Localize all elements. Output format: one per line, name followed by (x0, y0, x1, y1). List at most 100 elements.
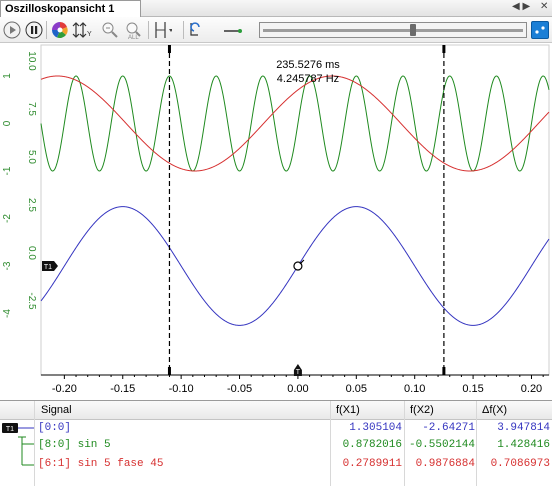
zoom-all-icon: ALL (126, 22, 141, 39)
table-row[interactable]: [8:0] sin 5 0.8782016 -0.5502144 1.42841… (0, 438, 552, 454)
y-tick-label-green: -2 (2, 214, 13, 223)
period-readout: 235.5276 ms (276, 59, 340, 71)
row-fx2: -2.64271 (422, 422, 475, 434)
series-line (40, 75, 550, 172)
column-divider (476, 401, 477, 486)
play-icon (3, 21, 21, 39)
y-axis-green: 1 0 -1 -2 -3 -4 (2, 73, 13, 318)
color-wheel-icon (51, 22, 68, 38)
y-tick-label-blue: 5.0 (26, 150, 37, 164)
zoom-all-button[interactable]: ALL (124, 20, 144, 40)
time-slider[interactable] (259, 22, 527, 38)
x-tick-label: -0.05 (227, 383, 252, 395)
svg-text:Y: Y (87, 31, 92, 38)
y-tick-label-green: -1 (2, 166, 13, 175)
frequency-readout: 4.245787 Hz (277, 73, 339, 85)
y-tick-label-green: 0 (2, 120, 13, 126)
cursor-button[interactable] (152, 20, 172, 40)
x-tick-label: -0.15 (110, 383, 135, 395)
oscilloscope-plot[interactable]: 10-1-2-3-4 10.07.55.02.50.0-2.5 -0.20 -0.… (0, 43, 552, 400)
settings-button[interactable] (531, 21, 549, 39)
row-badge-label: T1 (6, 426, 14, 433)
row-tree-lines: T1 (2, 423, 34, 466)
table-header: Signal f(X1) f(X2) Δf(X) (0, 401, 552, 420)
line-style-icon (224, 29, 242, 33)
pause-button[interactable] (24, 20, 44, 40)
x-tick-label: 0.15 (462, 383, 483, 395)
y-tick-label-blue: -2.5 (26, 292, 37, 310)
dots-icon (535, 26, 545, 34)
x-tick-label: -0.20 (52, 383, 77, 395)
toolbar-separator (46, 21, 47, 39)
y-tick-label-green: -3 (2, 261, 13, 270)
row-fx1: 1.305104 (349, 422, 402, 434)
zoom-out-icon (102, 22, 118, 38)
plot-markers[interactable]: T T1 (42, 259, 305, 376)
pause-icon (25, 21, 43, 39)
slider-rail (263, 29, 523, 32)
trigger-button[interactable] (188, 20, 208, 40)
y-tick-label-blue: 7.5 (26, 102, 37, 116)
x-tick-label: -0.10 (169, 383, 194, 395)
y-tick-label-blue: 2.5 (26, 198, 37, 212)
tab-nav-arrows-icon[interactable]: ◀ ▶ (512, 1, 531, 12)
plot-series (40, 75, 550, 326)
zoom-out-button[interactable] (100, 20, 120, 40)
column-divider (404, 401, 405, 486)
tab-title: Oszilloskopansicht 1 (5, 3, 115, 15)
column-divider (330, 401, 331, 486)
y-tick-label-green: -4 (2, 309, 13, 318)
y-axis-blue: 10.0 7.5 5.0 2.5 0.0 -2.5 (26, 51, 37, 310)
row-badge (2, 423, 18, 433)
trigger-point-pointer (299, 259, 305, 265)
trigger-level-label: T1 (44, 264, 52, 271)
x-axis: -0.20 -0.15 -0.10 -0.05 0.00 0.05 0.10 0.15 0.20 (41, 374, 549, 395)
table-row[interactable]: [0:0] 1.305104 -2.64271 3.947814 (0, 421, 552, 437)
row-dfx: 3.947814 (497, 422, 550, 434)
play-button[interactable] (2, 20, 22, 40)
x-tick-label: 0.05 (346, 383, 367, 395)
col-dfx[interactable]: Δf(X) (482, 404, 508, 416)
trigger-position-marker[interactable] (293, 364, 302, 376)
tab-oszilloskopansicht[interactable]: Oszilloskopansicht 1 (0, 0, 141, 17)
row-fx1: 0.8782016 (342, 439, 402, 451)
cursor-icon (155, 22, 172, 38)
trigger-icon (190, 22, 200, 36)
cursor-handle-top[interactable] (442, 45, 446, 53)
trigger-level-marker[interactable] (42, 261, 58, 271)
x-tick-label: 0.00 (287, 383, 308, 395)
y-tick-label-green: 1 (2, 73, 13, 79)
column-divider (34, 401, 35, 486)
plot-background (0, 43, 552, 400)
col-signal[interactable]: Signal (41, 404, 72, 416)
row-signal: [6:1] sin 5 fase 45 (38, 458, 164, 470)
trigger-marker-label: T (296, 369, 301, 376)
x-tick-label: 0.10 (404, 383, 425, 395)
row-fx2: 0.9876884 (415, 458, 475, 470)
svg-text:ALL: ALL (128, 35, 139, 39)
cursor-handle-bottom[interactable] (167, 367, 171, 375)
signal-table: Signal f(X1) f(X2) Δf(X) T1 [0:0] 1.3051… (0, 400, 552, 486)
line-style-button[interactable] (222, 20, 242, 40)
row-signal: [0:0] (38, 422, 72, 434)
toolbar-separator (148, 21, 149, 39)
row-fx1: 0.2789911 (342, 458, 402, 470)
series-line (40, 206, 550, 326)
window-titlebar: Oszilloskopansicht 1 ◀ ▶ ✕ (0, 0, 552, 17)
cursor-handle-top[interactable] (167, 45, 171, 53)
close-icon[interactable]: ✕ (540, 1, 549, 12)
scale-y-icon: Y (72, 22, 92, 38)
row-dfx: 1.428416 (497, 439, 550, 451)
toolbar: Y ALL (0, 17, 552, 43)
col-fx2[interactable]: f(X2) (410, 404, 434, 416)
plot-cursors[interactable] (167, 45, 446, 375)
series-line (40, 75, 550, 172)
slider-thumb[interactable] (410, 24, 417, 36)
scale-y-button[interactable]: Y (72, 20, 92, 40)
row-fx2: -0.5502144 (408, 439, 475, 451)
table-row[interactable]: [6:1] sin 5 fase 45 0.2789911 0.9876884 … (0, 457, 552, 473)
color-button[interactable] (50, 20, 70, 40)
toolbar-separator (183, 21, 184, 39)
col-fx1[interactable]: f(X1) (336, 404, 360, 416)
cursor-handle-bottom[interactable] (442, 367, 446, 375)
